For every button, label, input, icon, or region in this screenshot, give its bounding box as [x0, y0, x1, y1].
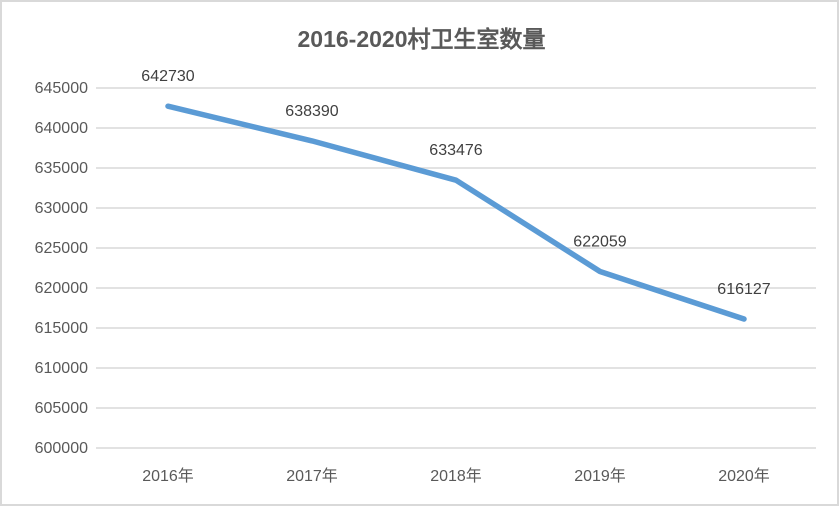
x-tick-label: 2020年 [718, 467, 770, 485]
x-tick-label: 2016年 [142, 467, 194, 485]
y-tick-label: 600000 [35, 440, 88, 457]
x-tick-label: 2019年 [574, 467, 626, 485]
chart-title: 2016-2020村卫生室数量 [297, 26, 546, 52]
x-tick-label: 2017年 [286, 467, 338, 485]
y-tick-label: 625000 [35, 240, 88, 257]
x-tick-label: 2018年 [430, 467, 482, 485]
data-point-label: 633476 [429, 142, 482, 159]
data-point-label: 642730 [141, 68, 194, 85]
y-tick-label: 610000 [35, 360, 88, 377]
data-point-label: 638390 [285, 103, 338, 120]
y-tick-label: 635000 [35, 160, 88, 177]
data-point-label: 616127 [717, 281, 770, 298]
y-tick-label: 630000 [35, 200, 88, 217]
y-tick-label: 605000 [35, 400, 88, 417]
y-tick-label: 640000 [35, 120, 88, 137]
y-tick-label: 615000 [35, 320, 88, 337]
y-tick-label: 645000 [35, 80, 88, 97]
data-point-label: 622059 [573, 234, 626, 251]
y-tick-label: 620000 [35, 280, 88, 297]
series-line [165, 103, 747, 322]
